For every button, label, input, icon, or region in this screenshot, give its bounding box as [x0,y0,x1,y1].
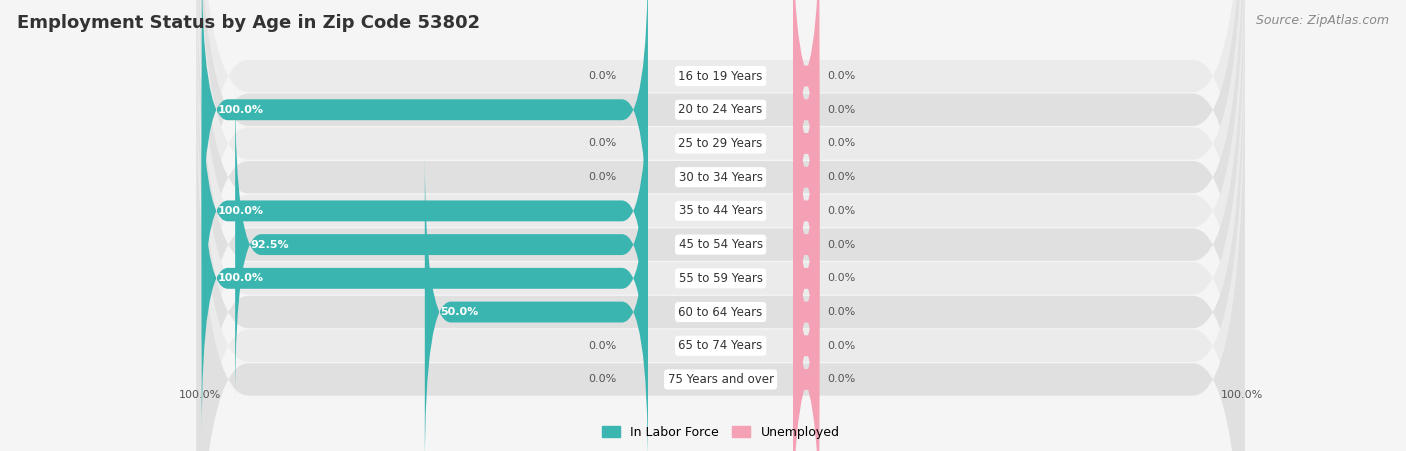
Text: Source: ZipAtlas.com: Source: ZipAtlas.com [1256,14,1389,27]
Text: 16 to 19 Years: 16 to 19 Years [678,69,763,83]
FancyBboxPatch shape [197,25,1244,451]
Text: 25 to 29 Years: 25 to 29 Years [679,137,762,150]
FancyBboxPatch shape [793,53,820,369]
Text: Employment Status by Age in Zip Code 53802: Employment Status by Age in Zip Code 538… [17,14,479,32]
Text: 50.0%: 50.0% [440,307,478,317]
FancyBboxPatch shape [425,154,648,451]
FancyBboxPatch shape [197,0,1244,451]
FancyBboxPatch shape [793,154,820,451]
Text: 0.0%: 0.0% [589,71,617,81]
FancyBboxPatch shape [197,0,1244,451]
FancyBboxPatch shape [197,59,1244,451]
Text: 65 to 74 Years: 65 to 74 Years [679,339,762,352]
Text: 0.0%: 0.0% [827,341,855,351]
Text: 100.0%: 100.0% [218,273,263,283]
FancyBboxPatch shape [235,87,648,403]
FancyBboxPatch shape [197,0,1244,431]
Text: 0.0%: 0.0% [827,307,855,317]
FancyBboxPatch shape [197,0,1244,451]
Text: 100.0%: 100.0% [179,390,221,400]
FancyBboxPatch shape [793,87,820,403]
Text: 100.0%: 100.0% [218,105,263,115]
Text: 0.0%: 0.0% [827,105,855,115]
Text: 55 to 59 Years: 55 to 59 Years [679,272,762,285]
FancyBboxPatch shape [793,19,820,335]
Text: 75 Years and over: 75 Years and over [668,373,773,386]
Text: 60 to 64 Years: 60 to 64 Years [679,305,762,318]
Text: 0.0%: 0.0% [827,172,855,182]
Text: 0.0%: 0.0% [827,374,855,384]
FancyBboxPatch shape [793,120,820,437]
FancyBboxPatch shape [201,53,648,369]
FancyBboxPatch shape [197,0,1244,451]
FancyBboxPatch shape [793,0,820,234]
Text: 0.0%: 0.0% [589,374,617,384]
Text: 0.0%: 0.0% [589,341,617,351]
Text: 0.0%: 0.0% [827,206,855,216]
Text: 100.0%: 100.0% [218,206,263,216]
Text: 0.0%: 0.0% [589,138,617,148]
FancyBboxPatch shape [201,0,648,268]
Text: 20 to 24 Years: 20 to 24 Years [679,103,762,116]
Text: 35 to 44 Years: 35 to 44 Years [679,204,762,217]
Text: 0.0%: 0.0% [827,273,855,283]
FancyBboxPatch shape [201,120,648,437]
FancyBboxPatch shape [197,0,1244,451]
FancyBboxPatch shape [197,0,1244,451]
FancyBboxPatch shape [793,0,820,268]
FancyBboxPatch shape [793,0,820,302]
Text: 0.0%: 0.0% [827,239,855,249]
Text: 0.0%: 0.0% [827,138,855,148]
FancyBboxPatch shape [793,221,820,451]
Text: 100.0%: 100.0% [1220,390,1263,400]
Text: 92.5%: 92.5% [250,239,290,249]
Legend: In Labor Force, Unemployed: In Labor Force, Unemployed [596,421,845,444]
Text: 30 to 34 Years: 30 to 34 Years [679,170,762,184]
FancyBboxPatch shape [197,0,1244,397]
FancyBboxPatch shape [793,188,820,451]
Text: 0.0%: 0.0% [589,172,617,182]
Text: 0.0%: 0.0% [827,71,855,81]
Text: 45 to 54 Years: 45 to 54 Years [679,238,762,251]
